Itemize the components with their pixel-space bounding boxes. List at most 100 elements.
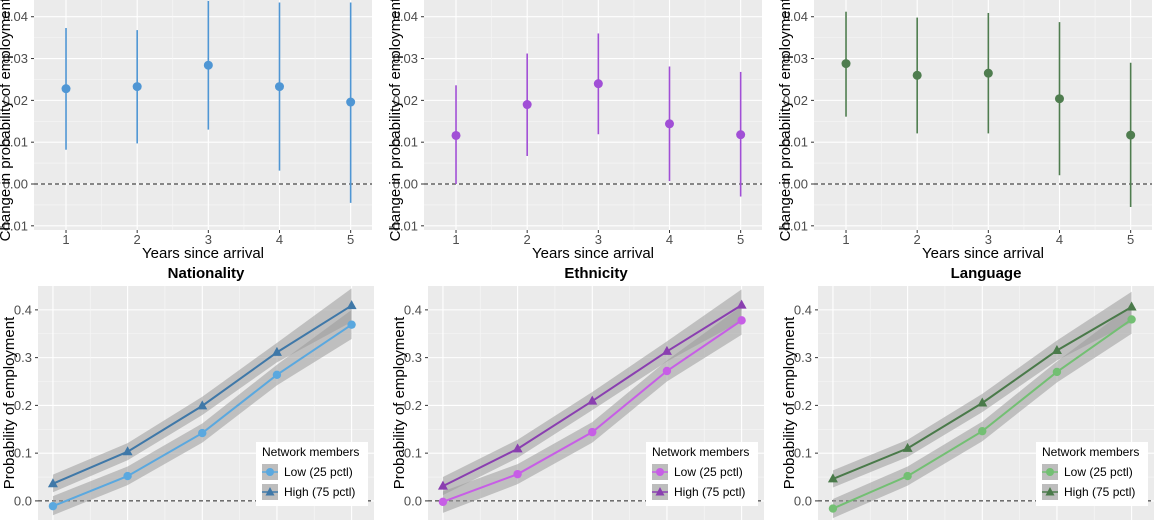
panel-title: Ethnicity (564, 265, 628, 282)
legend-label: High (75 pctl) (1064, 485, 1135, 499)
data-point (132, 82, 142, 92)
y-tick-label: 0.1 (14, 446, 32, 461)
data-point-low (662, 366, 672, 376)
data-point-high (1126, 301, 1137, 311)
data-point-high (122, 446, 133, 456)
data-point-low (1127, 315, 1136, 324)
y-tick-label: 0.03 (783, 51, 808, 66)
data-point (1054, 94, 1064, 104)
y-tick-label: -0.01 (778, 218, 808, 233)
y-tick-label: 0.00 (393, 177, 418, 192)
legend: Network members Low (25 pctl) High (75 pct… (1036, 442, 1148, 506)
y-tick-label: 0.2 (14, 398, 32, 413)
legend-title: Network members (1042, 445, 1139, 459)
plot-background (814, 0, 1152, 230)
data-point-low (513, 469, 522, 479)
data-point-high (1051, 344, 1062, 354)
data-point-high (271, 346, 282, 356)
data-point-low (123, 471, 132, 481)
y-tick-label: 0.00 (3, 177, 28, 192)
legend-title: Network members (262, 445, 359, 459)
y-tick-label: 0.03 (393, 51, 418, 66)
data-point-low (1052, 367, 1062, 377)
y-tick-label: 0.3 (794, 350, 812, 365)
y-tick-label: 0.2 (794, 398, 812, 413)
x-tick-label: 5 (737, 232, 744, 247)
x-axis-title: Years since arrival (922, 245, 1044, 262)
data-point (664, 119, 674, 129)
y-tick-label: 0.0 (404, 493, 422, 508)
data-point (522, 100, 532, 110)
x-axis-title: Years since arrival (142, 245, 264, 262)
y-tick-label: -0.01 (388, 218, 418, 233)
y-tick-label: 0.00 (783, 177, 808, 192)
x-tick-label: 4 (276, 232, 283, 247)
y-axis-title: Change in probability of employment ( (777, 0, 794, 241)
y-axis-title: Probability of employment (1, 316, 18, 489)
plot-background (34, 0, 372, 230)
data-point-low (828, 504, 838, 513)
y-tick-label: 0.02 (3, 93, 28, 108)
data-point-high (47, 478, 58, 488)
data-point (346, 97, 356, 107)
legend-title: Network members (652, 445, 749, 459)
y-axis-title: Probability of employment (781, 316, 798, 489)
y-tick-label: -0.01 (0, 218, 28, 233)
x-tick-label: 2 (524, 232, 531, 247)
y-tick-label: 0.4 (794, 302, 812, 317)
data-point-low (198, 428, 207, 438)
data-point-high (346, 300, 357, 310)
data-point (736, 130, 746, 140)
data-point (203, 60, 213, 70)
data-point (912, 70, 922, 80)
y-tick-label: 0.1 (404, 446, 422, 461)
x-tick-label: 2 (134, 232, 141, 247)
y-tick-label: 0.4 (14, 302, 32, 317)
x-tick-label: 1 (62, 232, 69, 247)
data-point (593, 79, 603, 89)
data-point-low (48, 501, 58, 511)
y-tick-label: 0.01 (393, 135, 418, 150)
x-tick-label: 1 (842, 232, 849, 247)
y-tick-label: 0.02 (393, 93, 418, 108)
y-axis-title: Probability of employment (391, 316, 408, 489)
y-tick-label: 0.2 (404, 398, 422, 413)
x-axis-title: Years since arrival (532, 245, 654, 262)
y-tick-label: 0.0 (794, 493, 812, 508)
data-point (1126, 130, 1136, 140)
data-point-high (977, 397, 988, 407)
data-point (61, 84, 71, 94)
data-point-high (437, 480, 448, 490)
x-tick-label: 3 (985, 232, 992, 247)
data-point (983, 68, 993, 78)
x-tick-label: 5 (1127, 232, 1134, 247)
y-tick-label: 0.1 (794, 446, 812, 461)
confidence-band-low (442, 306, 742, 513)
x-tick-label: 5 (347, 232, 354, 247)
legend-label: Low (25 pctl) (674, 465, 743, 479)
y-tick-label: 0.01 (783, 135, 808, 150)
data-point-low (903, 471, 912, 481)
data-point-high (902, 442, 913, 452)
x-tick-label: 3 (595, 232, 602, 247)
panel-title: Language (951, 265, 1022, 282)
x-tick-label: 2 (914, 232, 921, 247)
legend-label: High (75 pctl) (674, 485, 745, 499)
legend-label: High (75 pctl) (284, 485, 355, 499)
y-tick-label: 0.4 (404, 302, 422, 317)
y-axis-title: Change in probability of employment ( (387, 0, 404, 241)
y-tick-label: 0.0 (14, 493, 32, 508)
data-point (841, 59, 851, 69)
x-tick-label: 1 (452, 232, 459, 247)
x-tick-label: 4 (1056, 232, 1063, 247)
x-tick-label: 4 (666, 232, 673, 247)
y-axis-title: Change in probability of employment ( (0, 0, 14, 241)
confidence-band-high (832, 291, 1132, 488)
legend-label: Low (25 pctl) (1064, 465, 1133, 479)
